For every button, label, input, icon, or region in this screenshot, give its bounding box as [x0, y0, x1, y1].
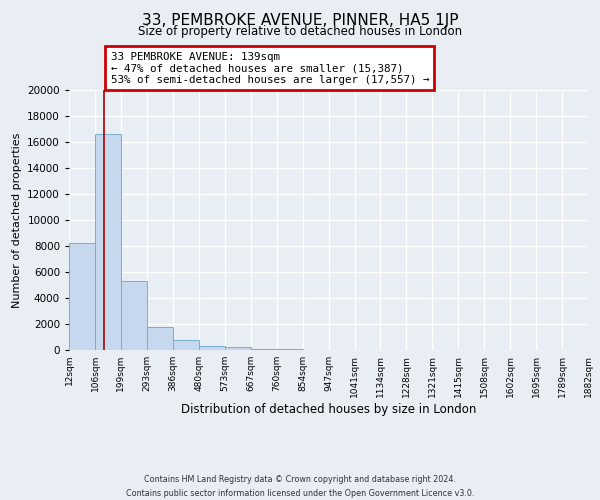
- Bar: [173, 340, 199, 350]
- X-axis label: Distribution of detached houses by size in London: Distribution of detached houses by size …: [181, 402, 476, 415]
- Bar: [95, 134, 121, 350]
- Bar: [251, 348, 277, 350]
- Text: Contains HM Land Registry data © Crown copyright and database right 2024.
Contai: Contains HM Land Registry data © Crown c…: [126, 476, 474, 498]
- Bar: [121, 281, 147, 350]
- Bar: [199, 346, 224, 350]
- Text: 33 PEMBROKE AVENUE: 139sqm
← 47% of detached houses are smaller (15,387)
53% of : 33 PEMBROKE AVENUE: 139sqm ← 47% of deta…: [110, 52, 429, 85]
- Bar: [147, 327, 173, 350]
- Bar: [277, 349, 302, 350]
- Y-axis label: Number of detached properties: Number of detached properties: [11, 132, 22, 308]
- Text: Size of property relative to detached houses in London: Size of property relative to detached ho…: [138, 25, 462, 38]
- Bar: [224, 348, 251, 350]
- Bar: [69, 244, 95, 350]
- Text: 33, PEMBROKE AVENUE, PINNER, HA5 1JP: 33, PEMBROKE AVENUE, PINNER, HA5 1JP: [142, 12, 458, 28]
